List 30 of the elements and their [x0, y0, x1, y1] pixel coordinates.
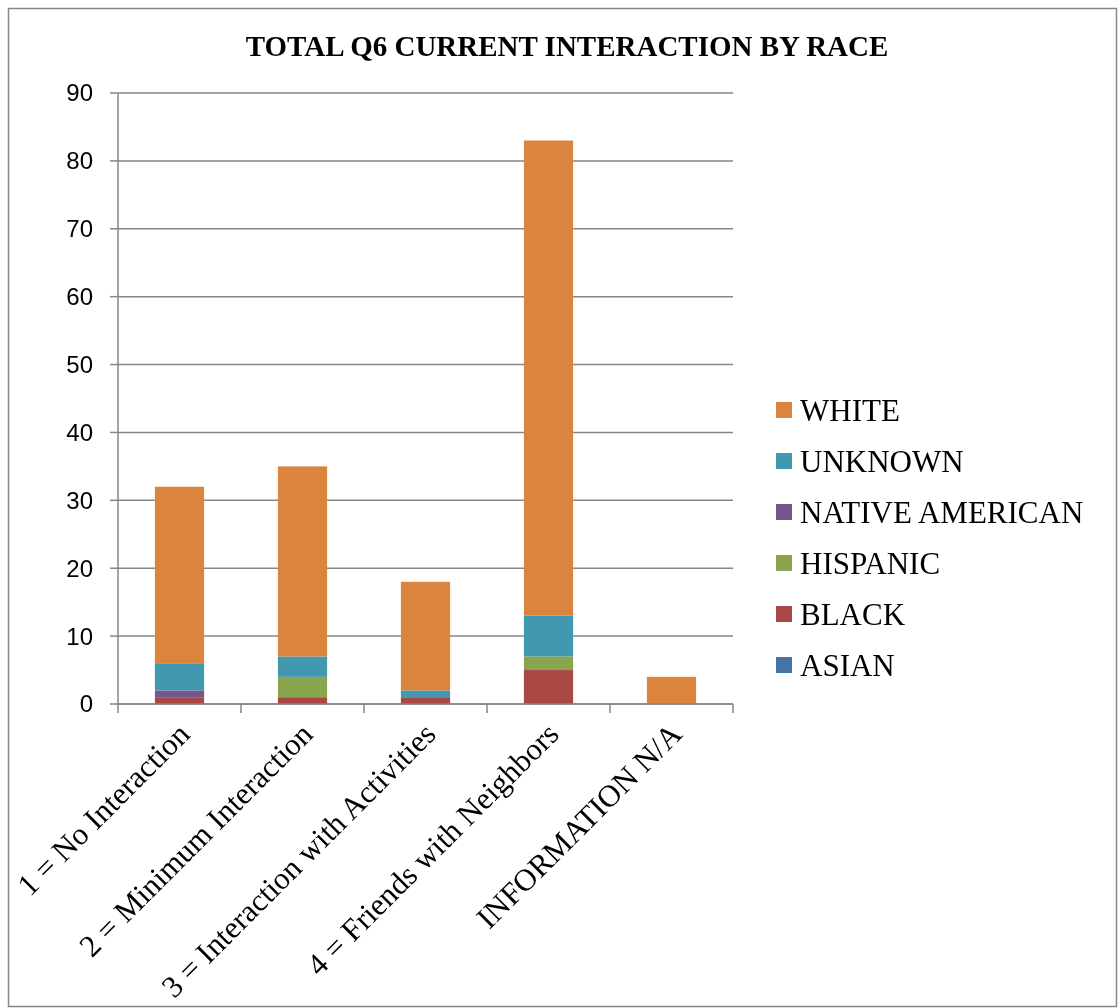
y-tick-label: 20 [66, 554, 93, 582]
bar [154, 486, 205, 664]
legend-label: HISPANIC [800, 545, 941, 581]
bar [523, 140, 574, 616]
y-tick-label: 30 [66, 486, 93, 514]
y-tick-label: 40 [66, 418, 93, 446]
legend-label: NATIVE AMERICAN [800, 494, 1084, 530]
legend-label: WHITE [800, 392, 900, 428]
bar [400, 581, 451, 691]
y-tick-label: 0 [79, 690, 93, 718]
bar [154, 663, 205, 691]
bar [277, 466, 328, 657]
bar [400, 690, 451, 698]
legend-label: ASIAN [800, 647, 895, 683]
legend-label: UNKNOWN [800, 443, 964, 479]
legend-label: BLACK [800, 596, 906, 632]
y-tick-label: 70 [66, 215, 93, 243]
y-tick-label: 60 [66, 283, 93, 311]
bar [646, 676, 697, 704]
y-tick-label: 50 [66, 350, 93, 378]
y-tick-label: 80 [66, 147, 93, 175]
bar [523, 670, 574, 704]
bar [277, 676, 328, 698]
bar [523, 615, 574, 657]
y-tick-label: 10 [66, 622, 93, 650]
y-tick-label: 90 [66, 79, 93, 107]
bar [154, 690, 205, 698]
chart-title: TOTAL Q6 CURRENT INTERACTION BY RACE [245, 30, 889, 62]
bar [523, 656, 574, 671]
bar [277, 656, 328, 677]
